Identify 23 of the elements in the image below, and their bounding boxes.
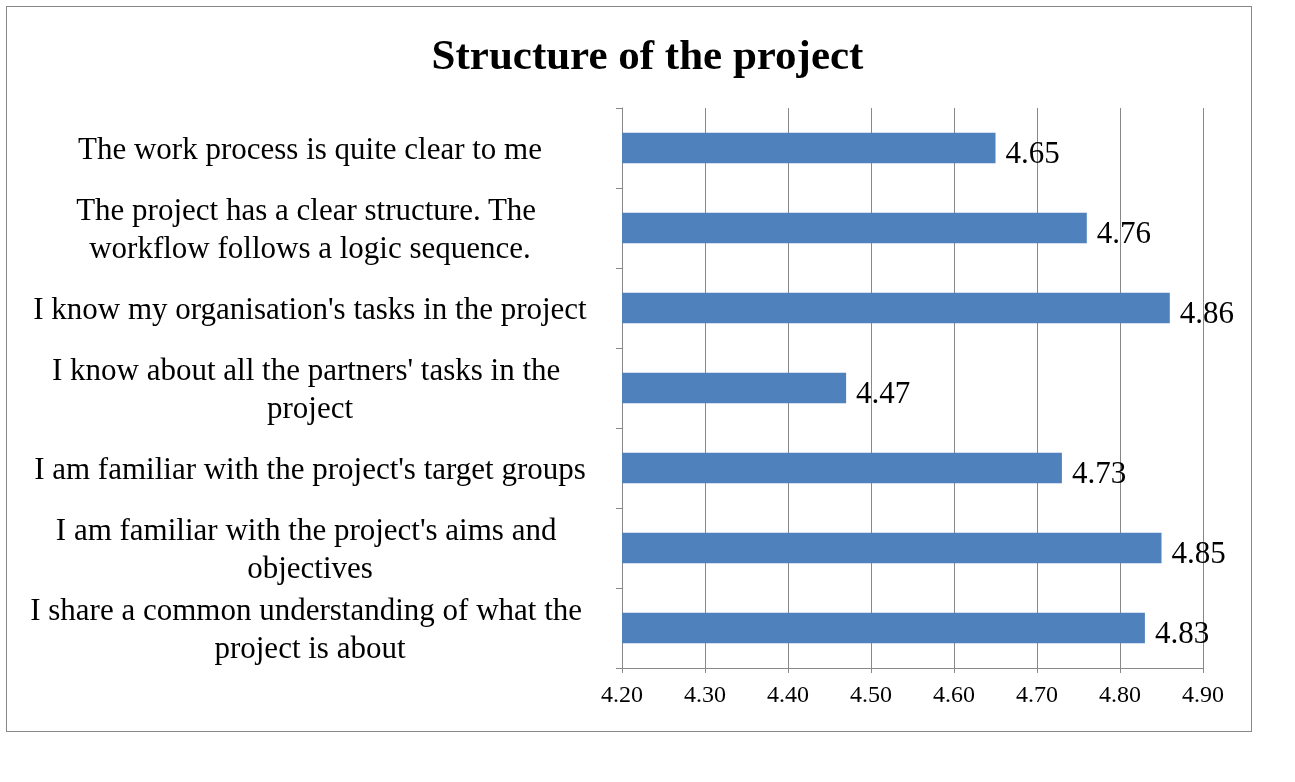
y-tick-label: I share a common understanding of what the project is about — [30, 591, 590, 665]
x-tick-label: 4.20 — [601, 681, 643, 707]
data-label: 4.86 — [1179, 294, 1235, 330]
data-label: 4.85 — [1171, 534, 1226, 570]
y-tick-label: I know about all the partners' tasks in the project — [51, 351, 569, 425]
y-tick-label: The project has a clear structure. The workflow follows a logic sequence. — [76, 191, 544, 265]
y-tick-label: I know my organisation's tasks in the project — [33, 290, 588, 326]
x-tick-label: 4.80 — [1099, 681, 1141, 707]
x-tick-label: 4.50 — [850, 681, 892, 707]
data-label: 4.65 — [1005, 134, 1060, 170]
x-tick-label: 4.90 — [1182, 681, 1224, 707]
data-label: 4.83 — [1154, 614, 1210, 650]
data-label: 4.76 — [1096, 214, 1152, 250]
y-tick-label: The work process is quite clear to me — [78, 130, 542, 166]
chart-title: Structure of the project — [431, 31, 865, 78]
data-label: 4.47 — [856, 374, 911, 410]
x-tick-label: 4.30 — [684, 681, 726, 707]
data-label: 4.73 — [1071, 454, 1127, 490]
y-tick-label: I am familiar with the project's aims and objectives — [55, 511, 565, 585]
y-tick-label: I am familiar with the project's target groups — [34, 450, 586, 486]
x-tick-label: 4.60 — [933, 681, 975, 707]
x-tick-label: 4.70 — [1016, 681, 1058, 707]
x-tick-label: 4.40 — [767, 681, 809, 707]
